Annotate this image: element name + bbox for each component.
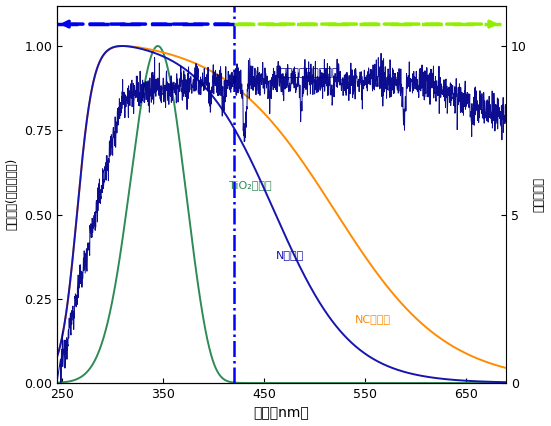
Text: Nドープ: Nドープ xyxy=(276,250,304,260)
Text: NCドープ: NCドープ xyxy=(355,314,391,324)
Y-axis label: 太陽光強度: 太陽光強度 xyxy=(532,177,545,212)
X-axis label: 波長（nm）: 波長（nm） xyxy=(253,406,310,420)
Text: 太陽光のスペクトル: 太陽光のスペクトル xyxy=(279,68,339,78)
Y-axis label: 光吸収率(効率に寄与): 光吸収率(効率に寄与) xyxy=(6,158,19,230)
Text: TiO₂の吸収: TiO₂の吸収 xyxy=(229,179,271,190)
